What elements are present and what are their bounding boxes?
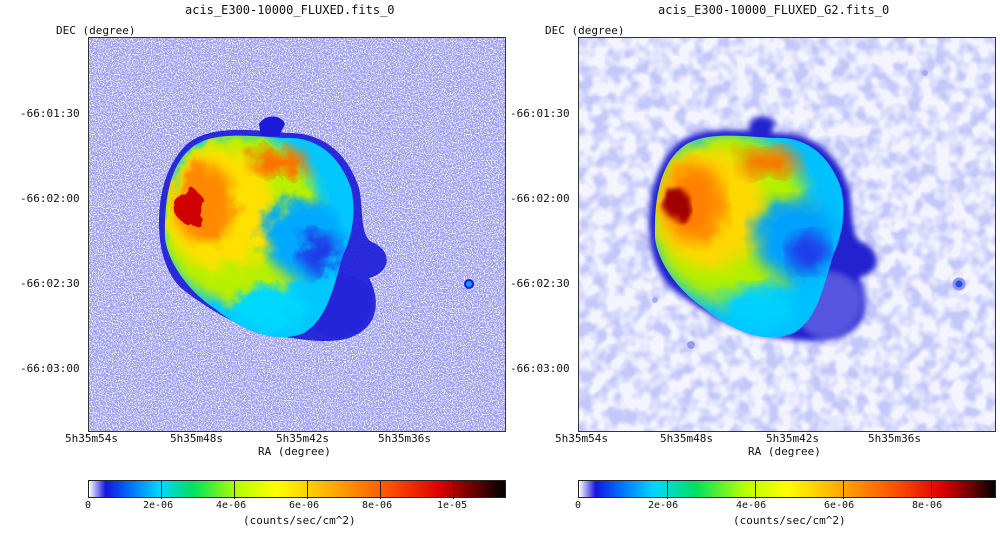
left-x-tick: 5h35m54s: [65, 432, 118, 445]
right-colorbar-label: 4e-06: [736, 500, 767, 511]
right-colorbar-label: 6e-06: [824, 500, 855, 511]
left-x-tick: 5h35m42s: [276, 432, 329, 445]
right-x-tick: 5h35m42s: [766, 432, 819, 445]
left-colorbar-label: 6e-06: [289, 500, 320, 511]
right-colorbar-unit: (counts/sec/cm^2): [733, 514, 846, 527]
left-colorbar-unit: (counts/sec/cm^2): [243, 514, 356, 527]
left-chart-title: acis_E300-10000_FLUXED.fits_0: [185, 3, 395, 17]
left-colorbar-label: 8e-06: [362, 500, 393, 511]
right-y-tick: -66:01:30: [510, 107, 570, 120]
left-colorbar-tick: [380, 481, 381, 499]
left-x-tick: 5h35m48s: [170, 432, 223, 445]
left-colorbar-tick: [161, 481, 162, 499]
right-colorbar-tick: [755, 481, 756, 499]
right-y-tick: -66:02:00: [510, 192, 570, 205]
right-image-frame[interactable]: [578, 37, 996, 432]
right-chart-title: acis_E300-10000_FLUXED_G2.fits_0: [658, 3, 890, 17]
left-colorbar-label: 0: [85, 500, 92, 511]
left-y-tick: -66:02:30: [20, 277, 80, 290]
left-image-frame[interactable]: [88, 37, 506, 432]
right-colorbar-label: 8e-06: [912, 500, 943, 511]
left-x-axis-label: RA (degree): [258, 445, 331, 458]
left-colorbar-label: 4e-06: [216, 500, 247, 511]
left-x-tick: 5h35m36s: [378, 432, 431, 445]
right-x-axis-label: RA (degree): [748, 445, 821, 458]
right-heatmap: [579, 38, 995, 431]
left-colorbar-label: 1e-05: [437, 500, 468, 511]
right-colorbar: [578, 480, 996, 499]
right-panel: acis_E300-10000_FLUXED_G2.fits_0 DEC (de…: [500, 0, 1000, 549]
right-x-tick: 5h35m54s: [555, 432, 608, 445]
right-colorbar-label: 2e-06: [648, 500, 679, 511]
left-point-source: [464, 279, 474, 289]
left-colorbar-tick: [453, 481, 454, 499]
right-colorbar-tick: [843, 481, 844, 499]
right-y-tick: -66:03:00: [510, 362, 570, 375]
left-colorbar-label: 2e-06: [143, 500, 174, 511]
left-colorbar: [88, 480, 506, 499]
right-point-source: [952, 277, 966, 291]
right-x-tick: 5h35m36s: [868, 432, 921, 445]
left-colorbar-tick: [307, 481, 308, 499]
right-colorbar-tick: [931, 481, 932, 499]
left-y-tick: -66:02:00: [20, 192, 80, 205]
right-y-axis-label: DEC (degree): [545, 24, 625, 37]
left-panel: acis_E300-10000_FLUXED.fits_0 DEC (degre…: [20, 3, 506, 527]
left-y-tick: -66:03:00: [20, 362, 80, 375]
right-y-tick: -66:02:30: [510, 277, 570, 290]
left-colorbar-tick: [234, 481, 235, 499]
left-y-tick: -66:01:30: [20, 107, 80, 120]
left-y-axis-label: DEC (degree): [56, 24, 136, 37]
right-colorbar-label: 0: [575, 500, 582, 511]
right-x-tick: 5h35m48s: [660, 432, 713, 445]
right-colorbar-tick: [667, 481, 668, 499]
left-heatmap: [89, 38, 505, 431]
